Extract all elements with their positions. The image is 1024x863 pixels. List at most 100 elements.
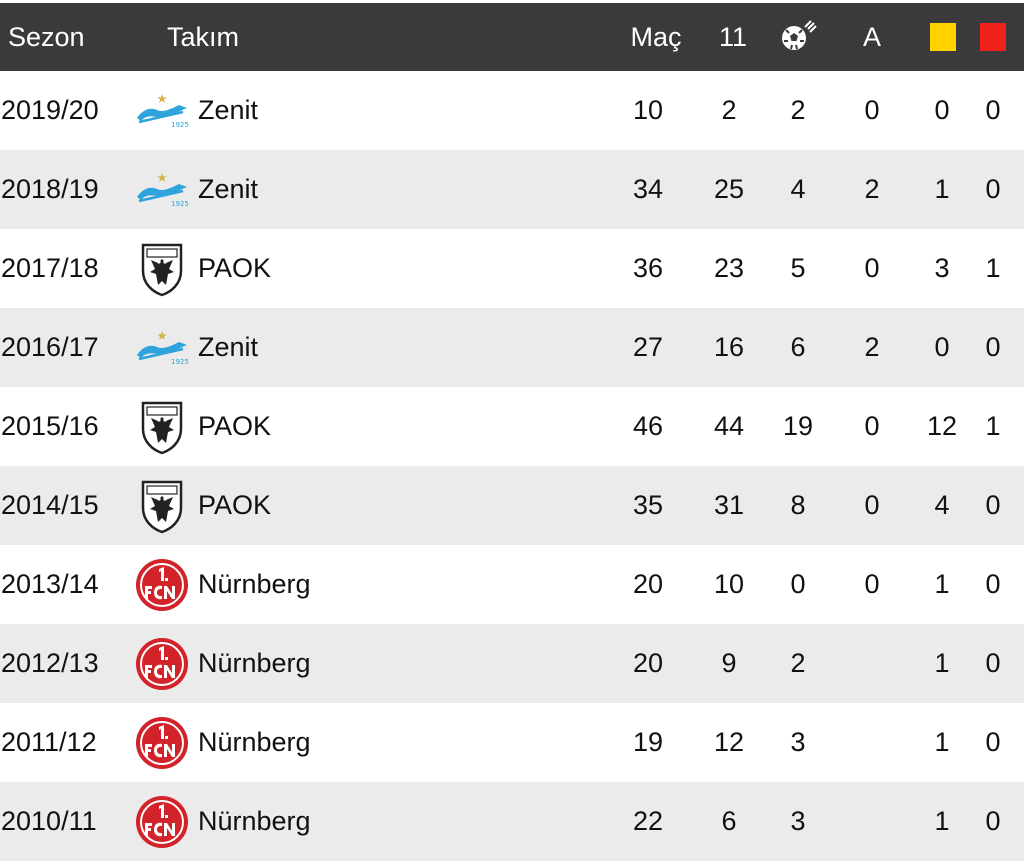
red-cards-cell: 1	[985, 253, 1001, 283]
matches-cell: 10	[632, 95, 664, 125]
team-name[interactable]: PAOK	[198, 411, 272, 441]
table-row[interactable]: 2017/18 PAOK 36 23 5 0 3 1	[0, 229, 1024, 308]
assists-cell: 2	[864, 332, 880, 362]
svg-text:1925: 1925	[171, 200, 189, 208]
assists-cell: 0	[864, 490, 880, 520]
svg-text:1925: 1925	[171, 121, 189, 129]
red-cards-cell: 0	[985, 95, 1001, 125]
yellow-cards-cell: 3	[934, 253, 950, 283]
red-cards-cell: 0	[985, 648, 1001, 678]
starts-cell: 12	[713, 727, 745, 757]
assists-cell: 0	[864, 569, 880, 599]
matches-cell: 22	[632, 806, 664, 836]
goals-cell: 4	[790, 174, 806, 204]
red-cards-cell: 0	[985, 174, 1001, 204]
matches-cell: 36	[632, 253, 664, 283]
table-row[interactable]: 2016/17 1925 Zenit 27 16 6 2 0 0	[0, 308, 1024, 387]
red-cards-cell: 0	[985, 727, 1001, 757]
season-cell: 2018/19	[1, 174, 99, 204]
red-cards-cell: 0	[985, 332, 1001, 362]
team-name[interactable]: PAOK	[198, 490, 272, 520]
red-cards-cell: 0	[985, 806, 1001, 836]
starts-cell: 25	[713, 174, 745, 204]
team-name[interactable]: Nürnberg	[198, 727, 311, 757]
team-name[interactable]: Zenit	[198, 174, 259, 204]
team-name[interactable]: Nürnberg	[198, 648, 311, 678]
svg-text:1925: 1925	[171, 358, 189, 366]
season-cell: 2017/18	[1, 253, 99, 283]
season-cell: 2013/14	[1, 569, 99, 599]
assists-cell: 2	[864, 174, 880, 204]
header-assists[interactable]: A	[862, 21, 882, 52]
team-logo	[133, 545, 191, 624]
yellow-cards-cell: 1	[934, 174, 950, 204]
season-cell: 2012/13	[1, 648, 99, 678]
assists-cell: 0	[864, 253, 880, 283]
table-row[interactable]: 2015/16 PAOK 46 44 19 0 12 1	[0, 387, 1024, 466]
table-row[interactable]: 2012/13 Nürnberg 20 9 2 1 0	[0, 624, 1024, 703]
yellow-cards-cell: 12	[926, 411, 958, 441]
starts-cell: 6	[721, 806, 737, 836]
table-row[interactable]: 2010/11 Nürnberg 22 6 3 1 0	[0, 782, 1024, 861]
season-cell: 2014/15	[1, 490, 99, 520]
matches-cell: 19	[632, 727, 664, 757]
starts-cell: 23	[713, 253, 745, 283]
team-logo	[133, 782, 191, 861]
team-name[interactable]: Zenit	[198, 95, 259, 125]
table-row[interactable]: 2019/20 1925 Zenit 10 2 2 0 0 0	[0, 71, 1024, 150]
table-row[interactable]: 2014/15 PAOK 35 31 8 0 4 0	[0, 466, 1024, 545]
table-row[interactable]: 2018/19 1925 Zenit 34 25 4 2 1 0	[0, 150, 1024, 229]
table-row[interactable]: 2011/12 Nürnberg 19 12 3 1 0	[0, 703, 1024, 782]
yellow-cards-cell: 1	[934, 648, 950, 678]
team-logo	[133, 229, 191, 308]
yellow-cards-cell: 1	[934, 806, 950, 836]
starts-cell: 44	[713, 411, 745, 441]
yellow-cards-cell: 4	[934, 490, 950, 520]
team-name[interactable]: PAOK	[198, 253, 272, 283]
team-name[interactable]: Nürnberg	[198, 806, 311, 836]
assists-cell: 0	[864, 411, 880, 441]
team-logo	[133, 466, 191, 545]
goals-cell: 5	[790, 253, 806, 283]
team-logo	[133, 387, 191, 466]
assists-cell: 0	[864, 95, 880, 125]
starts-cell: 10	[713, 569, 745, 599]
team-name[interactable]: Zenit	[198, 332, 259, 362]
season-cell: 2016/17	[1, 332, 99, 362]
matches-cell: 46	[632, 411, 664, 441]
team-logo	[133, 703, 191, 782]
team-logo	[133, 624, 191, 703]
yellow-cards-cell: 0	[934, 332, 950, 362]
team-logo: 1925	[133, 71, 191, 150]
season-cell: 2011/12	[1, 727, 97, 757]
starts-cell: 16	[713, 332, 745, 362]
goals-cell: 2	[790, 95, 806, 125]
red-card-icon[interactable]	[980, 3, 1006, 71]
table-header: Sezon Takım Maç 11 A	[0, 3, 1024, 71]
goals-cell: 6	[790, 332, 806, 362]
table-row[interactable]: 2013/14 Nürnberg 20 10 0 0 1 0	[0, 545, 1024, 624]
matches-cell: 27	[632, 332, 664, 362]
goals-cell: 19	[782, 411, 814, 441]
starts-cell: 31	[713, 490, 745, 520]
team-logo: 1925	[133, 308, 191, 387]
season-cell: 2010/11	[1, 806, 97, 836]
season-cell: 2019/20	[1, 95, 99, 125]
matches-cell: 20	[632, 569, 664, 599]
goals-cell: 2	[790, 648, 806, 678]
header-season[interactable]: Sezon	[8, 21, 85, 52]
yellow-card-icon[interactable]	[930, 3, 956, 71]
matches-cell: 34	[632, 174, 664, 204]
matches-cell: 20	[632, 648, 664, 678]
goals-cell: 3	[790, 806, 806, 836]
goals-cell: 3	[790, 727, 806, 757]
soccer-ball-icon[interactable]	[779, 3, 819, 71]
season-cell: 2015/16	[1, 411, 99, 441]
starts-cell: 2	[721, 95, 737, 125]
red-cards-cell: 0	[985, 490, 1001, 520]
goals-cell: 0	[790, 569, 806, 599]
header-matches[interactable]: Maç	[630, 21, 682, 52]
team-name[interactable]: Nürnberg	[198, 569, 311, 599]
header-team[interactable]: Takım	[167, 21, 240, 52]
header-starts[interactable]: 11	[718, 21, 748, 52]
